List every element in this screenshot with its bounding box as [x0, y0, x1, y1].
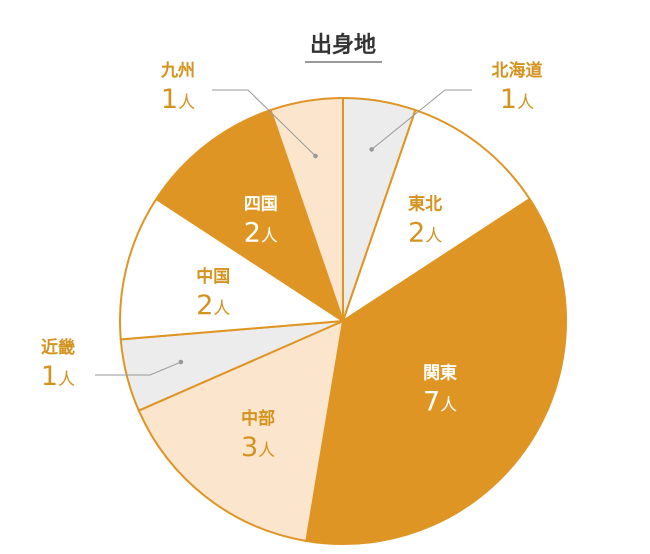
slice-label-value: 2人	[244, 217, 278, 248]
pie-slice	[119, 198, 344, 341]
slice-label-value: 3人	[241, 432, 275, 463]
pie-slice	[137, 320, 344, 542]
leader-lines	[95, 89, 472, 376]
leader-line	[371, 89, 472, 150]
slice-label-name: 東北	[408, 193, 442, 214]
slice-label-name: 中国	[196, 266, 230, 287]
slice-label-value: 1人	[161, 84, 195, 115]
slice-label-value: 2人	[408, 217, 442, 248]
slice-label-name: 関東	[423, 362, 457, 383]
slice-label-name: 近畿	[41, 337, 75, 358]
slice-label-name: 四国	[244, 194, 278, 214]
slice-label-value: 1人	[41, 361, 75, 392]
pie-slice	[342, 109, 531, 322]
slice-label-name: 九州	[160, 61, 195, 81]
pie-slices	[119, 97, 567, 546]
slice-label-value: 1人	[500, 84, 534, 115]
slice-label-value: 7人	[423, 386, 457, 417]
slice-label-name: 北海道	[492, 60, 543, 81]
slice-label-name: 中部	[241, 408, 275, 429]
pie-slice	[155, 109, 344, 322]
leader-line	[95, 361, 182, 376]
pie-slice	[269, 97, 344, 322]
leader-line	[212, 89, 316, 157]
slice-label-value: 2人	[196, 290, 230, 321]
chart-title: 出身地	[310, 32, 376, 58]
pie-slice	[305, 198, 567, 546]
